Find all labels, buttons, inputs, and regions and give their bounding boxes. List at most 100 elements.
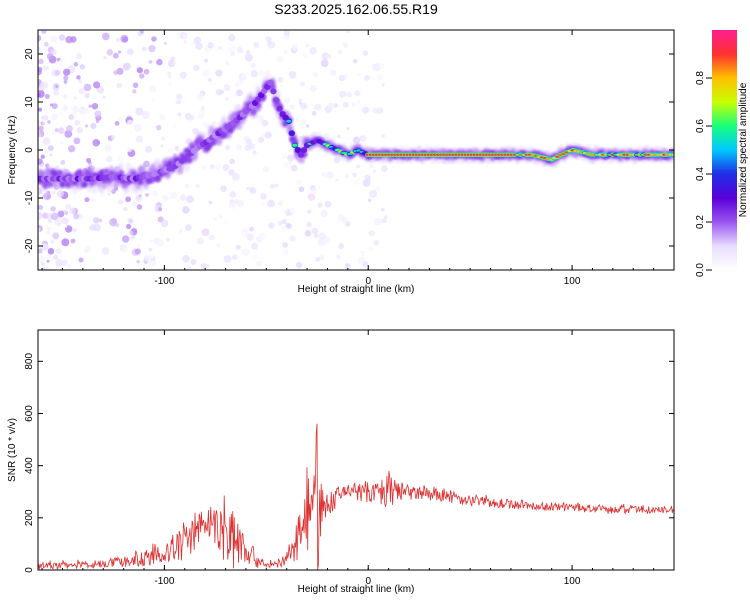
spectrogram-noise-cell bbox=[250, 242, 259, 250]
spectrogram-noise-cell bbox=[230, 50, 235, 56]
spectrogram-noise-cell bbox=[38, 79, 42, 85]
spectrogram-noise-cell bbox=[63, 223, 68, 228]
spectrogram-noise-cell bbox=[46, 230, 51, 235]
spectrogram-noise-cell bbox=[320, 209, 328, 218]
spectrogram-noise-cell bbox=[167, 147, 174, 154]
spectrogram-noise-cell bbox=[41, 30, 47, 34]
spectrogram-noise-cell bbox=[346, 127, 350, 131]
spectrogram-noise-cell bbox=[364, 174, 371, 182]
y-tick-label: 0 bbox=[24, 147, 35, 153]
spectrogram-noise-cell bbox=[85, 124, 89, 128]
spectrogram-noise-cell bbox=[126, 223, 132, 230]
spectrogram-noise-cell bbox=[298, 186, 305, 193]
spectrogram-noise-cell bbox=[305, 124, 310, 128]
spectrogram-noise-cell bbox=[311, 187, 318, 194]
spectrogram-noise-cell bbox=[249, 226, 255, 232]
spectrogram-noise-cell bbox=[61, 238, 70, 247]
spectrogram-noise-cell bbox=[47, 227, 51, 231]
spectrogram-noise-cell bbox=[223, 255, 232, 264]
y-tick-label: -20 bbox=[24, 238, 35, 253]
spectrogram-noise-cell bbox=[42, 115, 49, 121]
spectrogram-noise-cell bbox=[318, 232, 326, 240]
spectrogram-noise-cell bbox=[91, 102, 99, 110]
spectrogram-noise-cell bbox=[38, 211, 43, 220]
spectrogram-noise-cell bbox=[342, 101, 349, 108]
spectrogram-ridge-cell bbox=[59, 181, 66, 188]
spectrogram-noise-cell bbox=[300, 102, 307, 109]
spectrogram-noise-cell bbox=[93, 217, 100, 224]
spectrogram-noise-cell bbox=[47, 120, 51, 124]
spectrogram-noise-cell bbox=[70, 238, 76, 244]
spectrogram-noise-cell bbox=[42, 65, 47, 71]
spectrogram-noise-cell bbox=[149, 239, 154, 243]
spectrogram-noise-cell bbox=[182, 206, 190, 214]
spectrogram-noise-cell bbox=[337, 49, 343, 55]
spectrogram-noise-cell bbox=[38, 132, 42, 137]
spectrogram-noise-cell bbox=[161, 194, 169, 201]
spectrogram-noise-cell bbox=[229, 191, 236, 198]
spectrogram-noise-cell bbox=[238, 72, 247, 81]
spectrogram-noise-cell bbox=[214, 163, 222, 171]
spectrogram-noise-cell bbox=[224, 60, 230, 66]
spectrogram-noise-cell bbox=[198, 113, 205, 120]
spectrogram-noise-cell bbox=[92, 81, 101, 89]
spectrogram-noise-cell bbox=[157, 207, 163, 212]
spectrogram-noise-cell bbox=[139, 73, 145, 79]
spectrogram-noise-cell bbox=[51, 103, 58, 110]
spectrogram-noise-cell bbox=[195, 42, 203, 50]
spectrogram-noise-cell bbox=[53, 89, 60, 96]
spectrogram-noise-cell bbox=[359, 135, 367, 142]
spectrogram-noise-cell bbox=[236, 199, 244, 207]
spectrogram-noise-cell bbox=[107, 192, 111, 196]
spectrogram-noise-cell bbox=[326, 53, 332, 59]
spectrogram-noise-cell bbox=[91, 197, 97, 203]
spectrogram-noise-cell bbox=[360, 250, 364, 255]
spectrogram-noise-cell bbox=[168, 82, 173, 87]
spectrogram-noise-cell bbox=[196, 93, 204, 101]
spectrogram-noise-cell bbox=[253, 255, 258, 260]
spectrogram-noise-cell bbox=[236, 144, 243, 151]
spectrogram-noise-cell bbox=[50, 35, 58, 43]
spectrogram-noise-cell bbox=[51, 130, 56, 135]
spectrogram-noise-cell bbox=[63, 75, 69, 81]
spectrogram-ridge-cell bbox=[130, 170, 137, 177]
spectrogram-ridge-core bbox=[288, 130, 295, 137]
spectrogram-noise-cell bbox=[101, 247, 110, 255]
spectrogram-noise-cell bbox=[38, 256, 45, 263]
spectrogram-noise-cell bbox=[132, 89, 137, 94]
spectrogram-noise-cell bbox=[281, 152, 288, 159]
spectrogram-noise-cell bbox=[204, 58, 209, 63]
spectrogram-noise-cell bbox=[63, 80, 68, 84]
spectrogram-noise-cell bbox=[380, 133, 385, 138]
snr-ylabel: SNR (10 * v/v) bbox=[7, 418, 18, 482]
spectrogram-noise-cell bbox=[381, 218, 387, 224]
y-tick-label: -10 bbox=[24, 190, 35, 205]
spectrogram-noise-cell bbox=[244, 144, 252, 152]
spectrogram-noise-cell bbox=[101, 32, 110, 41]
spectrogram-noise-cell bbox=[312, 71, 319, 78]
spectrogram-noise-cell bbox=[176, 93, 183, 100]
spectrogram-noise-cell bbox=[207, 42, 214, 49]
spectrogram-noise-cell bbox=[139, 30, 144, 34]
spectrogram-noise-cell bbox=[246, 186, 250, 190]
spectrogram-noise-cell bbox=[116, 67, 124, 75]
spectrogram-noise-cell bbox=[60, 141, 64, 145]
spectrogram-noise-cell bbox=[307, 209, 312, 214]
spectrogram-noise-cell bbox=[177, 112, 182, 117]
spectrogram-noise-cell bbox=[88, 104, 92, 108]
spectrogram-noise-cell bbox=[123, 207, 128, 212]
y-tick-label: 200 bbox=[24, 509, 35, 526]
spectrogram-noise-cell bbox=[241, 248, 250, 256]
spectrogram-noise-cell bbox=[324, 200, 332, 208]
spectrogram-noise-cell bbox=[50, 212, 59, 221]
spectrogram-noise-cell bbox=[161, 136, 166, 141]
spectrogram-noise-cell bbox=[40, 154, 45, 159]
spectrogram-noise-cell bbox=[98, 218, 103, 223]
colorbar-label: Normalized spectral amplitude bbox=[738, 82, 749, 217]
spectrogram-noise-cell bbox=[151, 98, 156, 103]
spectrogram-noise-cell bbox=[155, 124, 162, 131]
spectrogram-noise-cell bbox=[49, 190, 55, 195]
x-tick-label: 100 bbox=[564, 276, 581, 287]
spectrogram-noise-cell bbox=[68, 114, 75, 120]
